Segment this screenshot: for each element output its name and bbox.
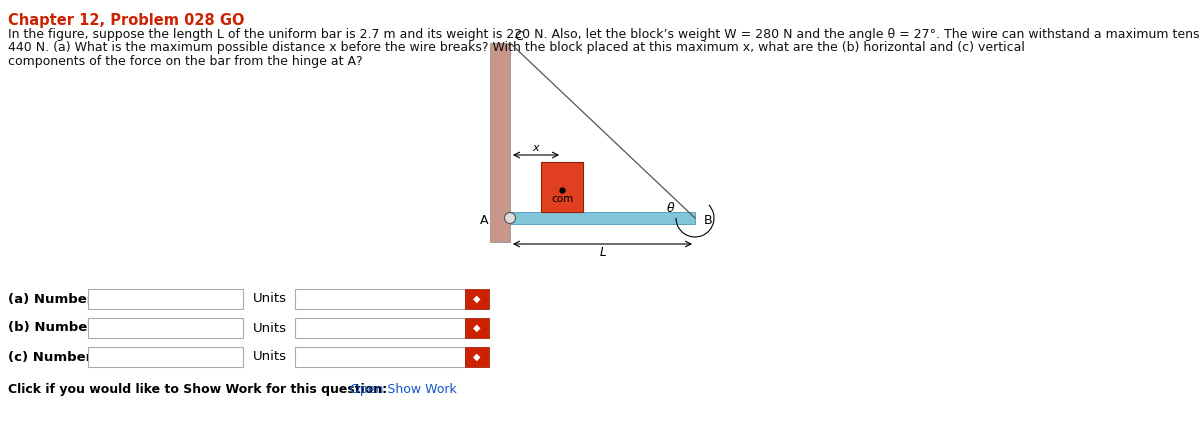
Text: C: C [515,30,523,43]
Text: com: com [551,195,574,205]
Text: Units: Units [253,292,287,306]
Circle shape [504,213,516,224]
Text: L: L [599,246,606,259]
Text: Chapter 12, Problem 028 GO: Chapter 12, Problem 028 GO [8,13,245,28]
Bar [510,212,695,224]
Bar [541,162,583,212]
Text: 440 N. (a) What is the maximum possible distance x before the wire breaks? With : 440 N. (a) What is the maximum possible … [8,41,1025,54]
Text: In the figure, suppose the length L of the uniform bar is 2.7 m and its weight i: In the figure, suppose the length L of t… [8,28,1200,41]
Text: ◆: ◆ [473,352,481,362]
Text: (c) Number: (c) Number [8,351,92,363]
Text: (b) Number: (b) Number [8,322,94,335]
Bar [466,347,490,367]
Text: A: A [480,214,488,227]
Bar [295,289,466,309]
Text: Click if you would like to Show Work for this question:: Click if you would like to Show Work for… [8,383,388,396]
Text: ◆: ◆ [473,323,481,333]
Bar [466,289,490,309]
Bar [295,347,466,367]
Bar [295,318,466,338]
Bar [88,318,242,338]
Bar [88,347,242,367]
Text: Units: Units [253,351,287,363]
Bar [466,318,490,338]
Bar [88,289,242,309]
Text: x: x [533,143,539,153]
Text: θ: θ [667,201,674,214]
Text: Units: Units [253,322,287,335]
Text: Open Show Work: Open Show Work [350,383,457,396]
Text: ◆: ◆ [473,294,481,304]
Bar [490,43,510,242]
Text: B: B [703,214,713,227]
Text: (a) Number: (a) Number [8,292,94,306]
Text: components of the force on the bar from the hinge at A?: components of the force on the bar from … [8,55,362,68]
